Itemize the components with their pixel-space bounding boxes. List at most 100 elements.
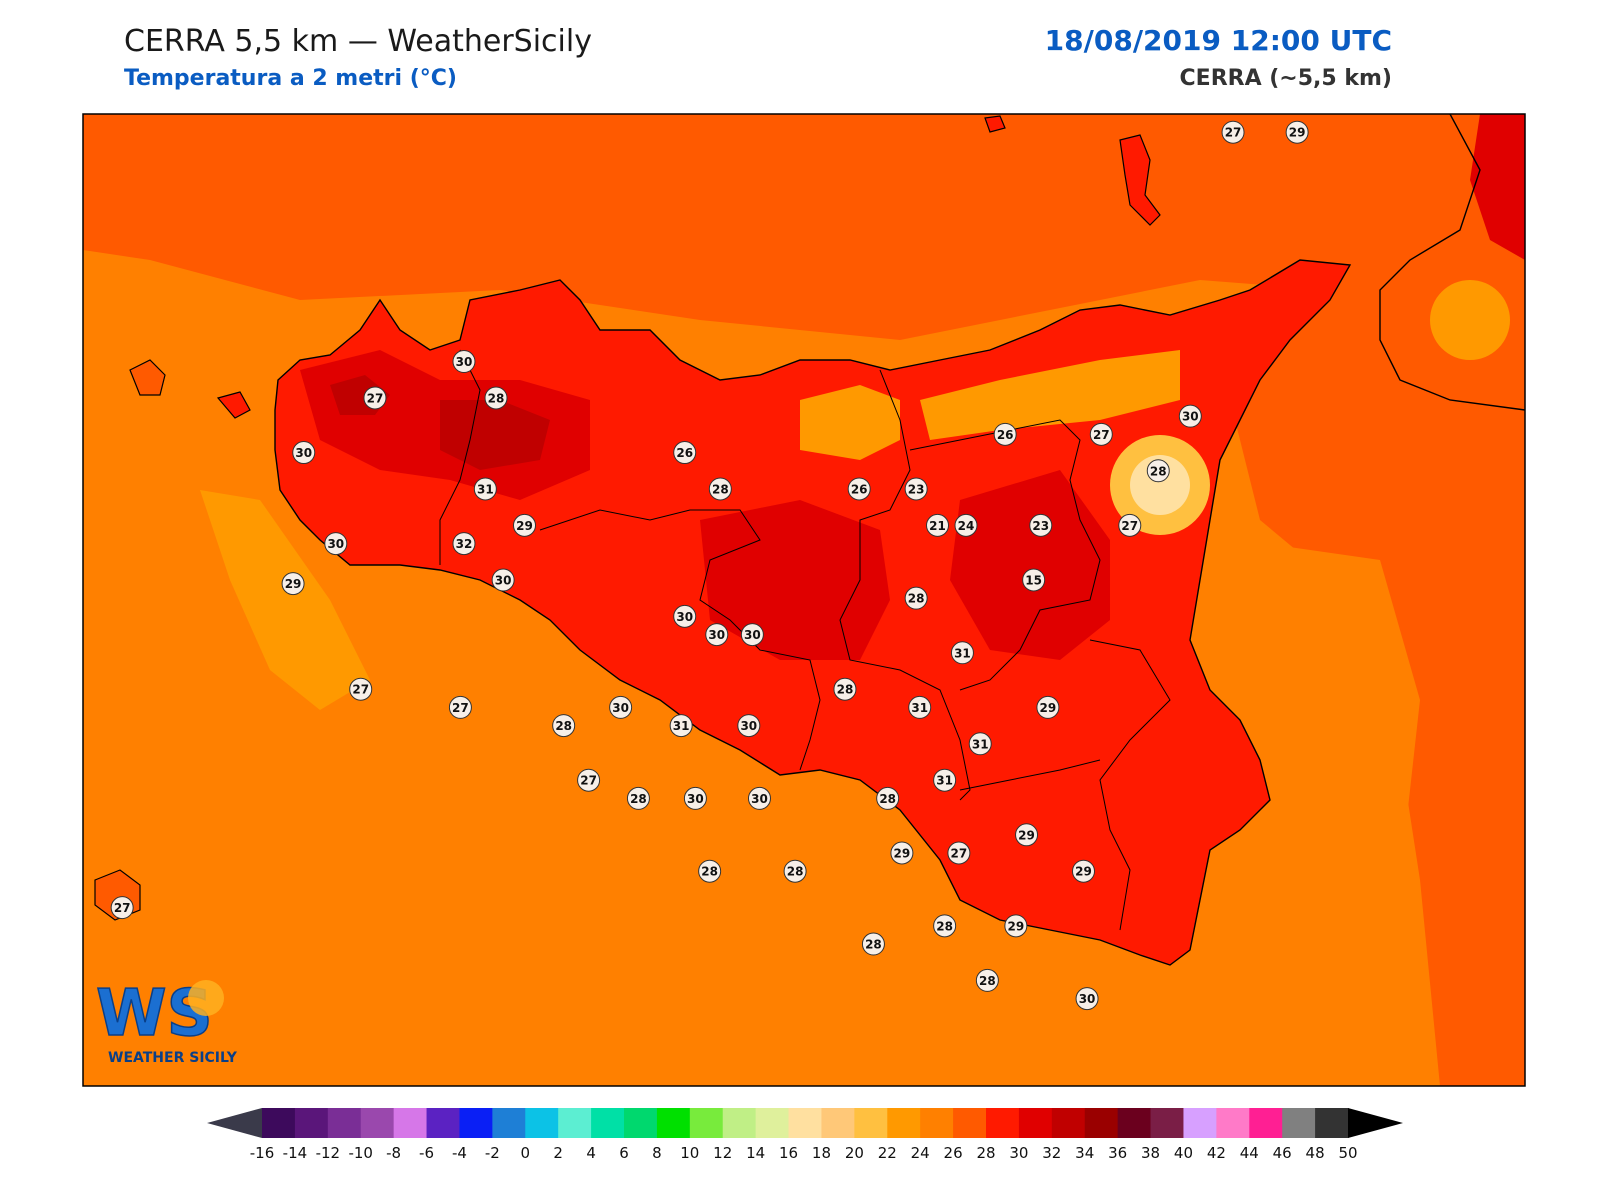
colorbar-segment xyxy=(1282,1108,1316,1138)
colorbar-segment xyxy=(689,1108,724,1138)
station-marker: 30 xyxy=(740,623,764,647)
station-dot xyxy=(452,350,476,374)
station-marker: 30 xyxy=(747,786,771,810)
station-value: 24 xyxy=(958,519,975,533)
station-marker: 28 xyxy=(783,859,807,883)
station-marker: 28 xyxy=(904,586,928,610)
station-dot xyxy=(926,513,950,537)
colorbar-tick-label: 48 xyxy=(1306,1144,1325,1162)
station-dot xyxy=(908,695,932,719)
station-dot xyxy=(683,786,707,810)
station-marker: 30 xyxy=(1075,987,1099,1011)
station-value: 26 xyxy=(676,446,693,460)
station-dot xyxy=(890,841,914,865)
etna-cold-core xyxy=(1130,455,1190,515)
colorbar-segment xyxy=(360,1108,395,1138)
station-value: 27 xyxy=(367,391,384,405)
colorbar-tick-label: 0 xyxy=(520,1144,530,1162)
station-dot xyxy=(1071,859,1095,883)
station-dot xyxy=(861,932,885,956)
station-value: 30 xyxy=(708,628,725,642)
station-dot xyxy=(975,968,999,992)
station-value: 29 xyxy=(1040,701,1057,715)
station-marker: 29 xyxy=(1071,859,1095,883)
station-marker: 28 xyxy=(698,859,722,883)
station-marker: 31 xyxy=(950,641,974,665)
colorbar-tick-label: -6 xyxy=(419,1144,434,1162)
station-value: 29 xyxy=(1007,919,1024,933)
station-value: 28 xyxy=(979,974,996,988)
colorbar-segment xyxy=(1315,1108,1349,1138)
colorbar-segment xyxy=(953,1108,987,1138)
station-marker: 27 xyxy=(448,695,472,719)
province-boundary-caltanissetta xyxy=(839,369,971,801)
colorbar-tick-label: 12 xyxy=(713,1144,732,1162)
colorbar-segment xyxy=(1084,1108,1119,1138)
province-boundary-ragusa xyxy=(959,759,1101,791)
station-dot xyxy=(363,386,387,410)
station-marker: 28 xyxy=(1146,459,1170,483)
station-marker: 31 xyxy=(933,768,957,792)
station-value: 28 xyxy=(630,792,647,806)
station-dot xyxy=(954,513,978,537)
station-dot xyxy=(933,914,957,938)
max-temp-core xyxy=(440,400,550,470)
logo-wordmark: WEATHER SICILY xyxy=(108,1050,238,1066)
station-value: 29 xyxy=(1018,828,1035,842)
colorbar-tick-label: 2 xyxy=(553,1144,563,1162)
colorbar-tick-label: 20 xyxy=(845,1144,864,1162)
station-marker: 28 xyxy=(861,932,885,956)
lipari-island xyxy=(1119,134,1161,226)
station-dot xyxy=(698,859,722,883)
colorbar-segment xyxy=(459,1108,493,1138)
station-marker: 24 xyxy=(954,513,978,537)
calabria-coastline xyxy=(1379,114,1525,411)
station-marker: 27 xyxy=(1089,422,1113,446)
station-marker: 27 xyxy=(947,841,971,865)
station-dot xyxy=(1178,404,1202,428)
station-dot xyxy=(933,768,957,792)
colorbar-tick-label: 10 xyxy=(680,1144,699,1162)
province-boundary-siracusa xyxy=(1089,639,1171,931)
station-dot xyxy=(452,532,476,556)
colorbar-tick-label: -12 xyxy=(316,1144,341,1162)
station-marker: 29 xyxy=(513,513,537,537)
station-marker: 31 xyxy=(908,695,932,719)
colorbar-tick-label: 46 xyxy=(1273,1144,1292,1162)
colorbar-tick-label: 36 xyxy=(1108,1144,1127,1162)
station-value: 30 xyxy=(295,446,312,460)
station-value: 30 xyxy=(744,628,761,642)
station-marker: 27 xyxy=(1118,513,1142,537)
station-marker: 27 xyxy=(110,896,134,920)
station-value: 27 xyxy=(1093,428,1110,442)
station-value: 23 xyxy=(1032,519,1049,533)
interior-hot-zone-west xyxy=(700,500,890,660)
station-marker: 30 xyxy=(673,604,697,628)
station-marker: 27 xyxy=(363,386,387,410)
colorbar-tick-label: 50 xyxy=(1338,1144,1357,1162)
colorbar-segment xyxy=(1117,1108,1152,1138)
station-value: 30 xyxy=(1182,410,1199,424)
station-marker: 21 xyxy=(926,513,950,537)
station-value: 27 xyxy=(352,683,369,697)
station-dot xyxy=(783,859,807,883)
station-marker: 31 xyxy=(669,714,693,738)
station-marker: 29 xyxy=(1015,823,1039,847)
colorbar-segment xyxy=(755,1108,790,1138)
station-value: 27 xyxy=(114,901,131,915)
interior-hot-zone-east xyxy=(950,470,1110,660)
colorbar-segment xyxy=(262,1108,296,1138)
map-frame xyxy=(82,113,1526,1087)
station-marker: 26 xyxy=(673,441,697,465)
station-dot xyxy=(1146,459,1170,483)
colorbar-tick-label: 16 xyxy=(779,1144,798,1162)
colorbar-segment xyxy=(393,1108,428,1138)
station-value: 31 xyxy=(936,774,953,788)
colorbar-tick-label: -8 xyxy=(386,1144,401,1162)
colorbar-segment xyxy=(591,1108,625,1138)
station-dot xyxy=(669,714,693,738)
station-dot xyxy=(968,732,992,756)
station-value: 28 xyxy=(908,592,925,606)
station-value: 30 xyxy=(687,792,704,806)
nebrodi-cool-zone xyxy=(920,350,1180,440)
